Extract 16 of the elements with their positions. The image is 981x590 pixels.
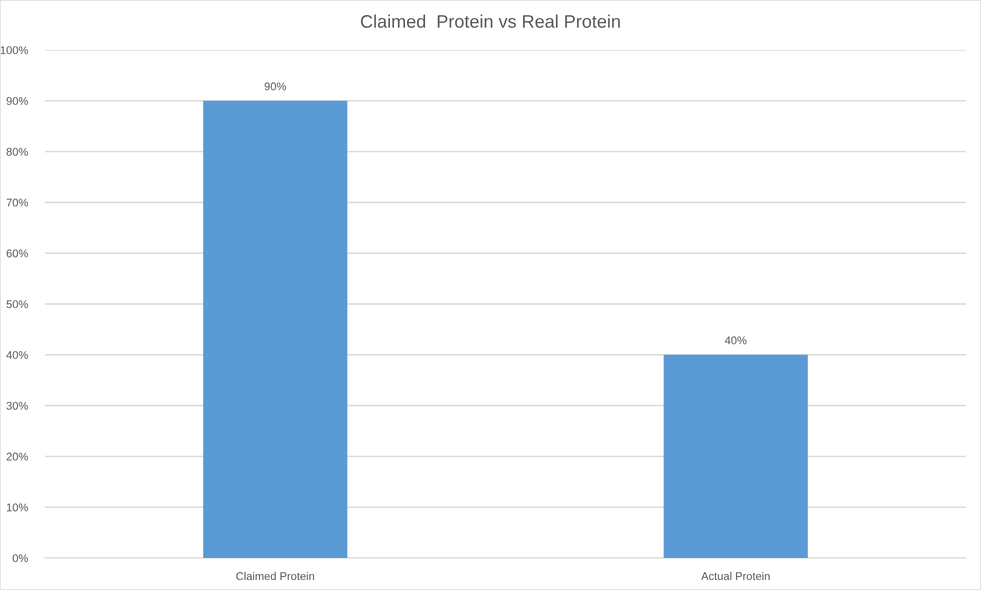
- y-tick-label: 40%: [6, 351, 28, 359]
- x-tick-label: Actual Protein: [701, 572, 770, 580]
- y-tick-label: 80%: [6, 148, 28, 156]
- y-tick-label: 30%: [6, 402, 28, 410]
- y-tick-label: 0%: [12, 554, 28, 562]
- chart-title: Claimed Protein vs Real Protein: [360, 14, 620, 28]
- y-tick-label: 60%: [6, 249, 28, 258]
- y-tick-label: 70%: [6, 198, 28, 207]
- y-tick-label: 10%: [6, 503, 28, 512]
- y-tick-label: 100%: [0, 46, 28, 54]
- data-label: 40%: [724, 336, 746, 344]
- x-tick-label: Claimed Protein: [236, 572, 314, 580]
- y-tick-label: 20%: [6, 452, 28, 461]
- y-tick-label: 50%: [6, 300, 28, 308]
- data-label: 90%: [264, 82, 286, 90]
- y-tick-label: 90%: [6, 97, 28, 105]
